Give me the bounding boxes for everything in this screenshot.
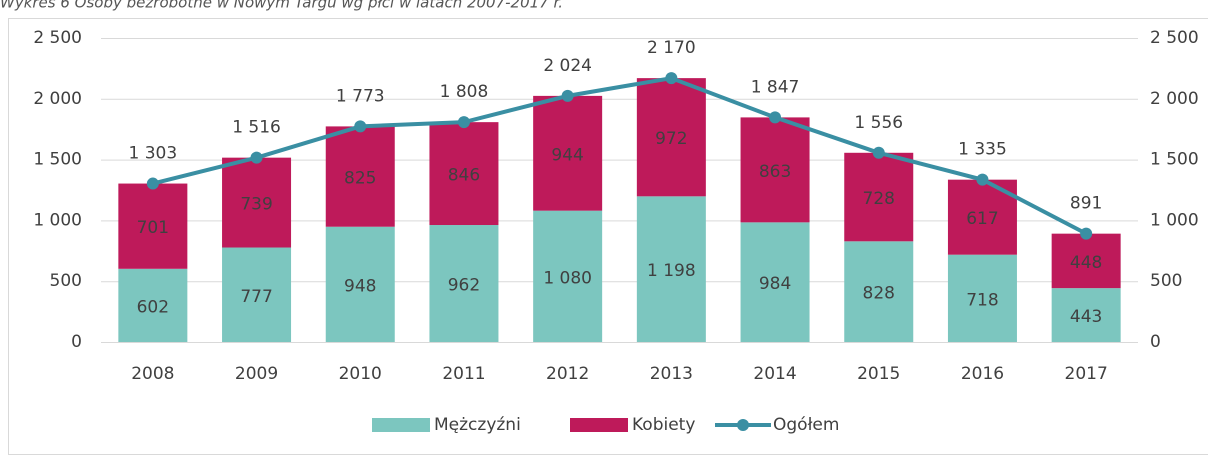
line-marker — [354, 120, 367, 133]
x-tick-label: 2013 — [650, 364, 693, 384]
data-label: 891 — [1070, 194, 1102, 214]
y-tick-label: 1 000 — [33, 210, 82, 230]
data-label: 825 — [344, 169, 376, 189]
data-label: 984 — [759, 274, 791, 294]
line-marker — [146, 177, 159, 190]
x-tick-label: 2008 — [131, 364, 174, 384]
chart-frame — [8, 18, 1208, 455]
y2-tick-label: 2 500 — [1150, 28, 1199, 48]
y-tick-label: 0 — [71, 332, 82, 352]
data-label: 962 — [448, 276, 480, 296]
x-tick-label: 2014 — [753, 364, 796, 384]
y2-tick-label: 1 000 — [1150, 210, 1199, 230]
y2-tick-label: 1 500 — [1150, 150, 1199, 170]
bar-segment — [222, 157, 292, 248]
y2-tick-label: 2 000 — [1150, 89, 1199, 109]
bar-segment — [325, 126, 395, 227]
legend-marker — [737, 419, 749, 431]
legend-swatch — [570, 418, 628, 432]
data-label: 617 — [966, 209, 998, 229]
data-label: 948 — [344, 276, 376, 296]
data-label: 777 — [240, 287, 272, 307]
data-label: 728 — [863, 189, 895, 209]
data-label: 448 — [1070, 253, 1102, 273]
data-label: 1 847 — [751, 77, 800, 97]
chart-title: Wykres 6 Osoby bezrobotne w Nowym Targu … — [0, 0, 563, 12]
data-label: 828 — [863, 284, 895, 304]
line-marker — [250, 151, 263, 164]
y-tick-label: 2 000 — [33, 89, 82, 109]
bar-segment — [429, 122, 499, 226]
x-tick-label: 2017 — [1065, 364, 1108, 384]
data-label: 944 — [551, 145, 583, 165]
data-label: 701 — [137, 218, 169, 238]
data-label: 1 198 — [647, 261, 696, 281]
bar-segment — [429, 225, 499, 342]
data-label: 1 335 — [958, 140, 1007, 160]
bar-segment — [533, 210, 603, 342]
x-tick-label: 2015 — [857, 364, 900, 384]
line-marker — [872, 146, 885, 159]
bar-segment — [844, 241, 914, 342]
bar-segment — [1051, 288, 1121, 342]
y-tick-label: 500 — [50, 271, 82, 291]
data-label: 972 — [655, 129, 687, 149]
line-marker — [1080, 227, 1093, 240]
data-label: 1 516 — [232, 118, 281, 138]
data-label: 863 — [759, 162, 791, 182]
y2-tick-label: 500 — [1150, 271, 1182, 291]
data-label: 846 — [448, 166, 480, 186]
x-tick-label: 2009 — [235, 364, 278, 384]
bar-segment — [325, 226, 395, 342]
y-tick-label: 1 500 — [33, 150, 82, 170]
bar-segment — [844, 152, 914, 242]
x-tick-label: 2016 — [961, 364, 1004, 384]
bar-segment — [118, 268, 188, 342]
line-marker — [665, 72, 678, 85]
bar-segment — [118, 183, 188, 269]
data-label: 739 — [240, 195, 272, 215]
bar-segment — [636, 196, 706, 342]
x-tick-label: 2010 — [339, 364, 382, 384]
data-label: 1 808 — [440, 82, 489, 102]
line-marker — [561, 89, 574, 102]
x-tick-label: 2012 — [546, 364, 589, 384]
legend-label: Ogółem — [773, 415, 839, 435]
legend-label: Mężczyźni — [434, 415, 521, 435]
legend-label: Kobiety — [632, 415, 695, 435]
data-label: 443 — [1070, 307, 1102, 327]
data-label: 1 773 — [336, 86, 385, 106]
bar-segment — [636, 78, 706, 197]
y2-tick-label: 0 — [1150, 332, 1161, 352]
data-label: 602 — [137, 297, 169, 317]
data-label: 1 080 — [543, 268, 592, 288]
bar-segment — [947, 254, 1017, 342]
bar-segment — [222, 247, 292, 342]
bar-segment — [533, 95, 603, 211]
line-marker — [976, 173, 989, 186]
data-label: 1 303 — [129, 144, 178, 164]
line — [152, 76, 1088, 236]
bar-segment — [740, 117, 810, 223]
y-tick-label: 2 500 — [33, 28, 82, 48]
line-marker — [769, 111, 782, 124]
x-tick-label: 2011 — [442, 364, 485, 384]
data-label: 718 — [966, 290, 998, 310]
bar-segment — [1051, 233, 1121, 289]
data-label: 2 024 — [543, 56, 592, 76]
data-label: 2 170 — [647, 38, 696, 58]
line-marker — [457, 116, 470, 129]
bar-segment — [740, 222, 810, 342]
data-label: 1 556 — [854, 113, 903, 133]
legend-swatch — [372, 418, 430, 432]
